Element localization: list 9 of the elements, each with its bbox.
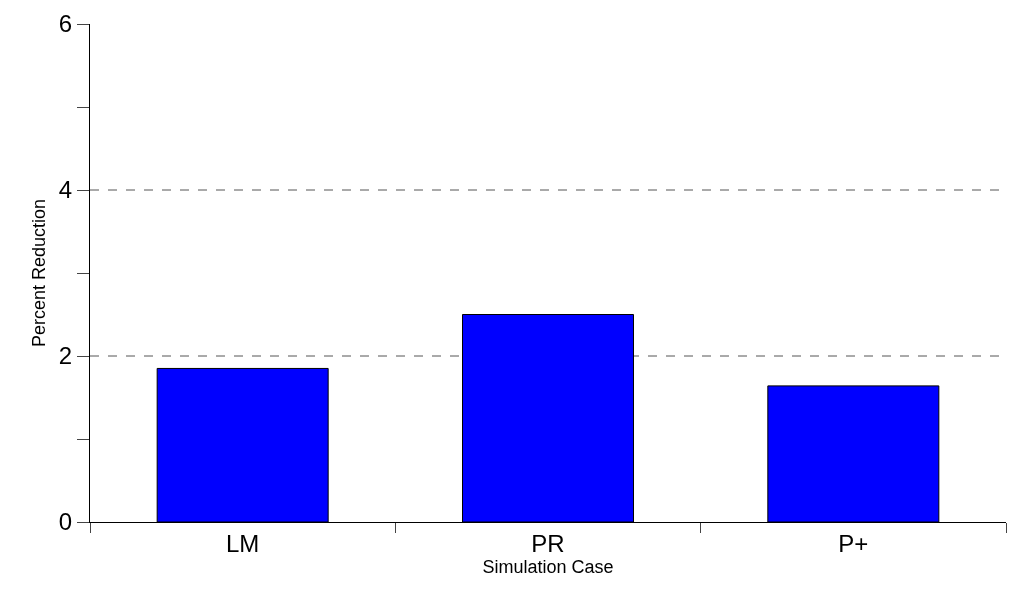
y-axis-title: Percent Reduction: [29, 198, 50, 348]
y-tick-label: 6: [58, 10, 73, 38]
x-tick-label: LM: [226, 529, 260, 557]
x-tick-label: P+: [838, 529, 869, 557]
x-tick-label: PR: [531, 529, 565, 557]
y-tick-label: 0: [58, 508, 73, 536]
y-tick-label: 4: [58, 176, 73, 204]
y-tick-label: 2: [58, 342, 73, 370]
x-axis-title: Simulation Case: [482, 556, 614, 577]
